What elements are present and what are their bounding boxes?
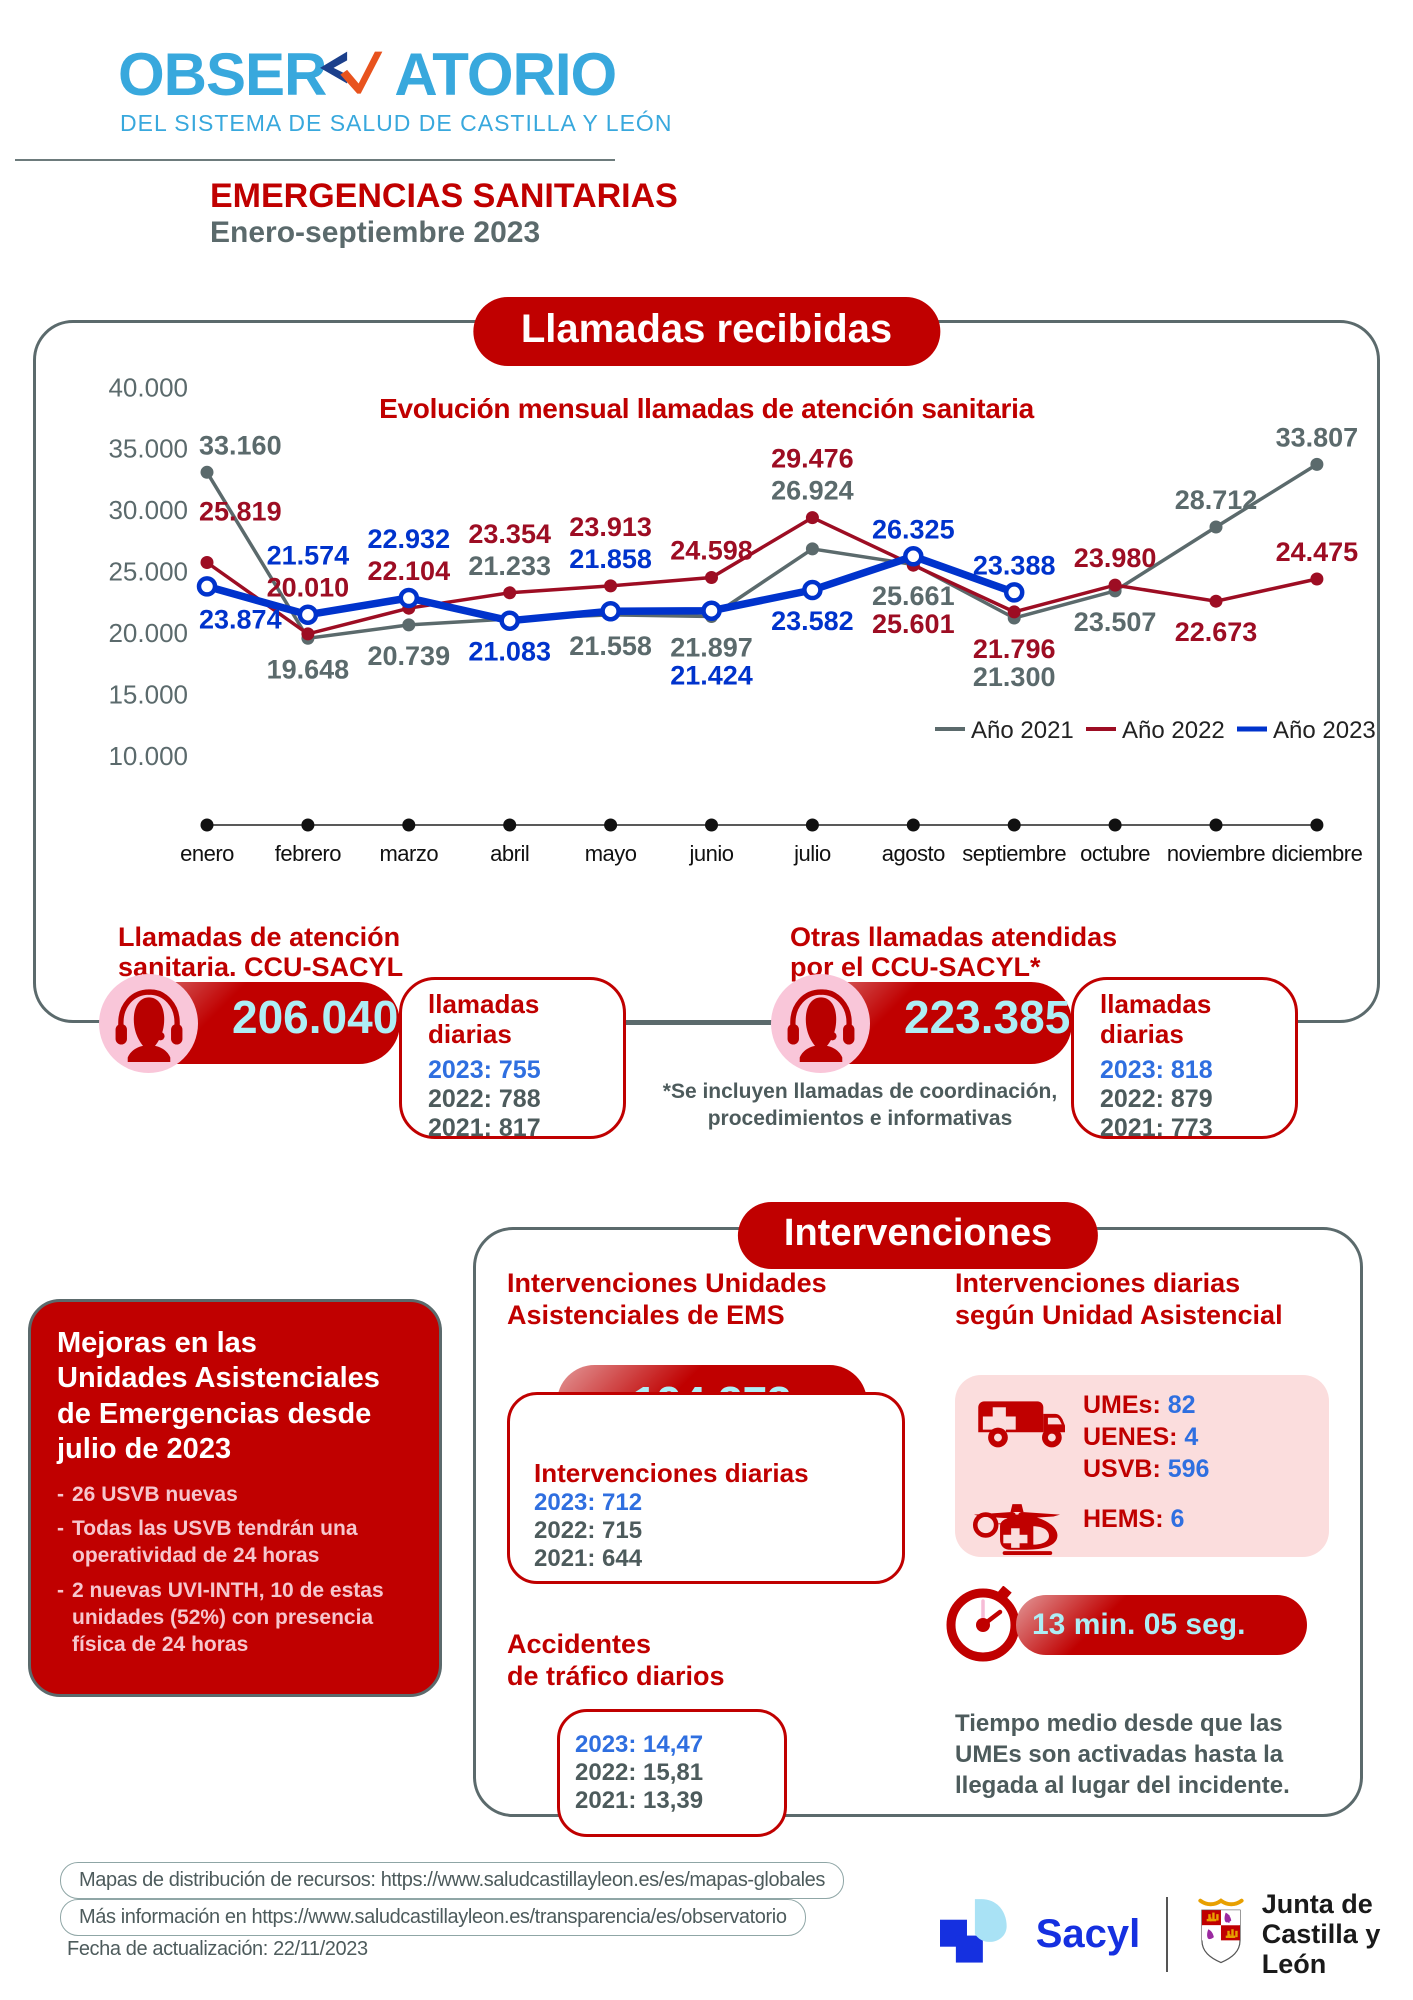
svg-text:10.000: 10.000: [108, 741, 188, 771]
svg-text:enero: enero: [180, 841, 234, 866]
svg-text:35.000: 35.000: [108, 434, 188, 464]
svg-text:25.601: 25.601: [872, 609, 955, 639]
svg-text:30.000: 30.000: [108, 495, 188, 525]
svg-text:septiembre: septiembre: [962, 841, 1066, 866]
svg-text:33.807: 33.807: [1276, 422, 1359, 452]
svg-text:25.661: 25.661: [872, 581, 955, 611]
svg-text:Año 2023: Año 2023: [1273, 717, 1376, 744]
svg-text:23.354: 23.354: [468, 519, 551, 549]
svg-text:22.104: 22.104: [368, 556, 451, 586]
svg-text:21.558: 21.558: [569, 631, 652, 661]
svg-text:febrero: febrero: [275, 841, 341, 866]
svg-text:23.507: 23.507: [1074, 607, 1157, 637]
svg-text:23.874: 23.874: [199, 604, 282, 634]
svg-text:agosto: agosto: [882, 841, 945, 866]
svg-text:33.160: 33.160: [199, 430, 282, 460]
svg-text:19.648: 19.648: [267, 654, 350, 684]
svg-text:Año 2021: Año 2021: [971, 717, 1074, 744]
svg-text:20.000: 20.000: [108, 618, 188, 648]
svg-text:20.010: 20.010: [267, 573, 350, 603]
svg-text:junio: junio: [689, 841, 734, 866]
svg-text:24.598: 24.598: [670, 536, 753, 566]
svg-text:Año 2022: Año 2022: [1122, 717, 1225, 744]
svg-text:noviembre: noviembre: [1167, 841, 1265, 866]
svg-text:24.475: 24.475: [1276, 537, 1359, 567]
svg-text:abril: abril: [490, 841, 529, 866]
svg-text:21.300: 21.300: [973, 662, 1056, 692]
svg-text:octubre: octubre: [1080, 841, 1150, 866]
svg-text:23.980: 23.980: [1074, 543, 1157, 573]
svg-text:julio: julio: [793, 841, 831, 866]
svg-text:20.739: 20.739: [368, 641, 451, 671]
svg-text:marzo: marzo: [379, 841, 438, 866]
svg-text:26.325: 26.325: [872, 514, 955, 544]
svg-text:21.796: 21.796: [973, 634, 1056, 664]
svg-text:21.897: 21.897: [670, 633, 753, 663]
svg-text:22.673: 22.673: [1175, 617, 1258, 647]
svg-text:21.424: 21.424: [670, 661, 753, 691]
svg-text:25.819: 25.819: [199, 497, 282, 527]
svg-text:23.913: 23.913: [569, 512, 652, 542]
svg-text:15.000: 15.000: [108, 679, 188, 709]
svg-text:23.388: 23.388: [973, 550, 1056, 580]
svg-text:23.582: 23.582: [771, 606, 854, 636]
svg-text:26.924: 26.924: [771, 476, 854, 506]
svg-text:21.233: 21.233: [468, 551, 551, 581]
svg-text:diciembre: diciembre: [1271, 841, 1362, 866]
svg-text:25.000: 25.000: [108, 557, 188, 587]
svg-text:40.000: 40.000: [108, 372, 188, 402]
svg-text:mayo: mayo: [585, 841, 637, 866]
svg-text:21.858: 21.858: [569, 544, 652, 574]
svg-text:21.574: 21.574: [267, 541, 350, 571]
svg-text:22.932: 22.932: [368, 524, 451, 554]
svg-text:29.476: 29.476: [771, 444, 854, 474]
svg-text:21.083: 21.083: [468, 637, 551, 667]
svg-text:28.712: 28.712: [1175, 485, 1258, 515]
